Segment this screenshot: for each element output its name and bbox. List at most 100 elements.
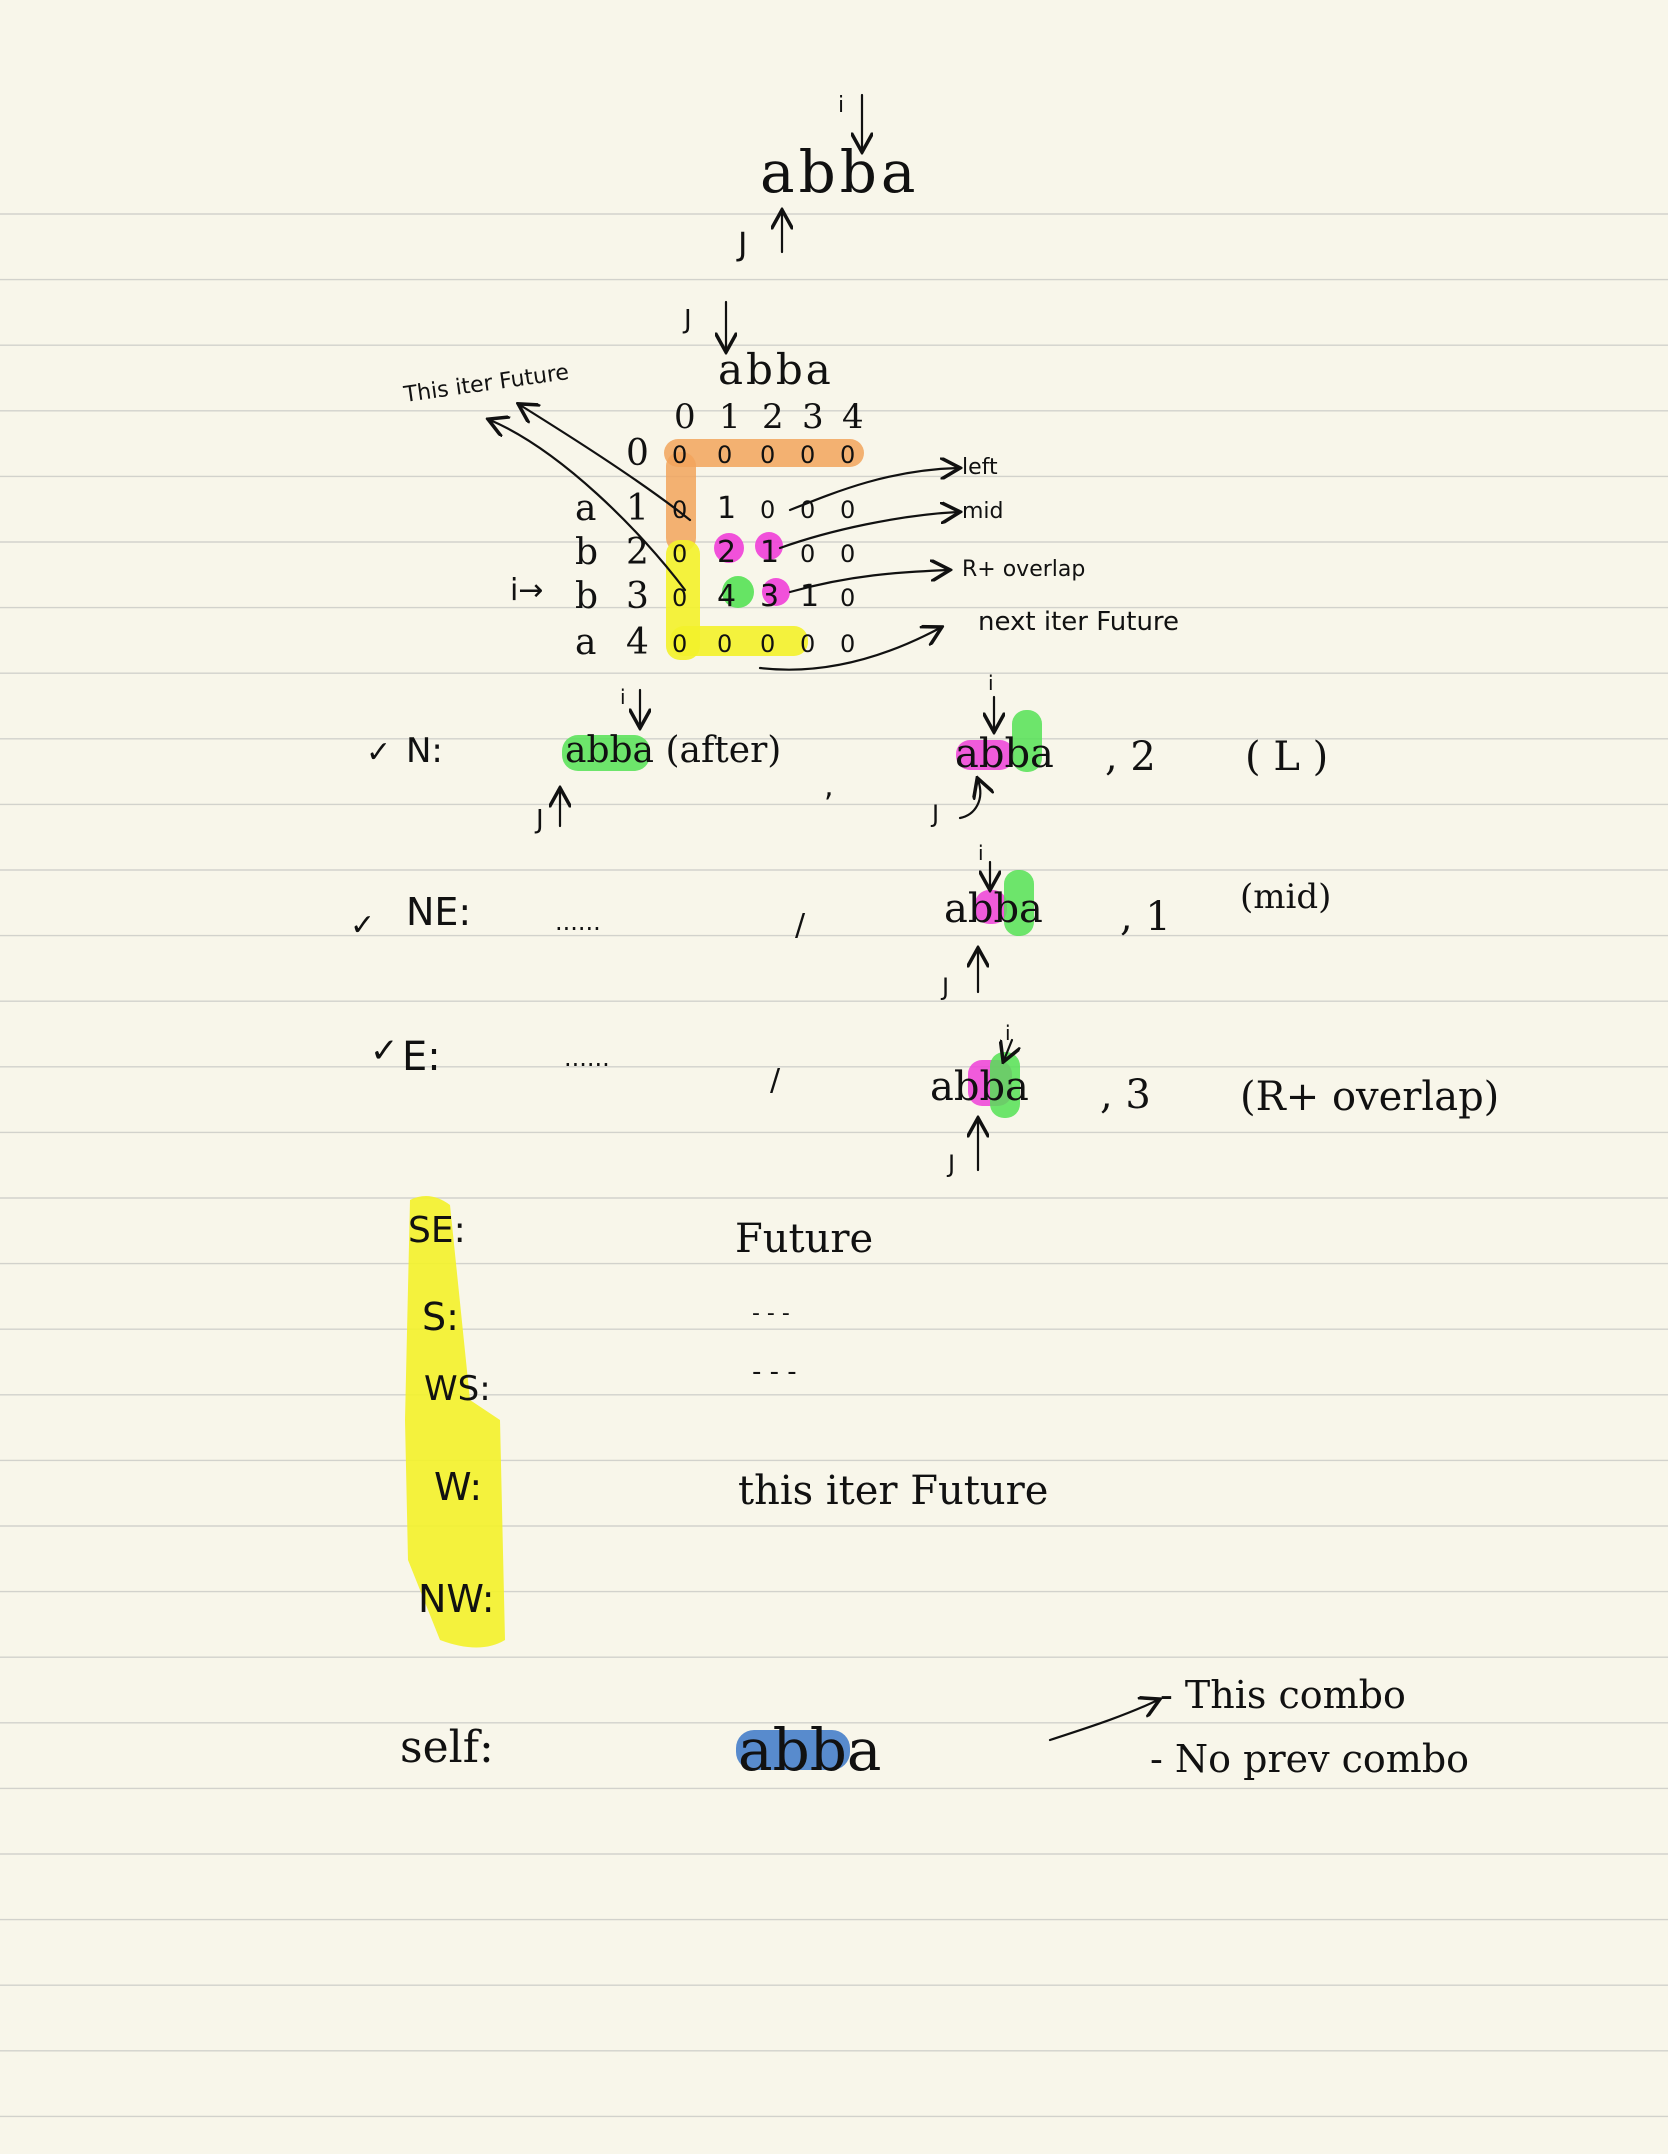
highlights bbox=[405, 439, 1042, 1770]
pink-dot-1 bbox=[755, 532, 783, 560]
svg-text:J: J bbox=[940, 973, 949, 1001]
svg-text:J: J bbox=[930, 800, 939, 828]
direction-E-expr: ...... bbox=[564, 1044, 610, 1072]
direction-NE-value: , 1 bbox=[1120, 894, 1171, 940]
annot-mid: mid bbox=[962, 499, 1004, 524]
table-cell: 0 bbox=[672, 441, 687, 469]
table-cell: 0 bbox=[672, 584, 687, 612]
direction-rows: ✓ N: abba (after) i J , abba i J , 2 ( L… bbox=[350, 671, 1499, 1178]
table-cell: 0 bbox=[800, 630, 815, 658]
table-cell: 0 bbox=[840, 496, 855, 524]
dir-NW-label: NW: bbox=[418, 1577, 495, 1621]
direction-NE-label: NE: bbox=[406, 890, 471, 934]
col-index: 1 bbox=[719, 397, 741, 437]
future-directions: SE: Future S: - - - WS: - - - W: this it… bbox=[408, 1210, 1048, 1621]
table-cells: 0 0 0 0 00 1 0 0 00 2 1 0 00 4 3 1 00 0 0 0 0 bbox=[672, 441, 855, 658]
direction-N: ✓ N: abba (after) i J , abba i J , 2 ( L… bbox=[366, 671, 1328, 835]
dir-S-value: - - - bbox=[752, 1301, 790, 1326]
i-arrow-label: i→ bbox=[510, 573, 543, 608]
row-letter: b bbox=[575, 576, 598, 617]
yellow-highlight-row bbox=[670, 626, 808, 656]
direction-E: ✓ E: ...... / i abba J , 3 (R+ overlap) bbox=[370, 1021, 1499, 1178]
orange-highlight-row bbox=[664, 439, 864, 467]
annot-this-iter: This iter Future bbox=[401, 360, 570, 408]
annot-rt-overlap: R+ overlap bbox=[962, 557, 1085, 582]
direction-N-expr: abba (after) bbox=[565, 730, 781, 771]
dir-WS-value: - - - bbox=[752, 1357, 797, 1387]
svg-text:i: i bbox=[620, 685, 626, 709]
self-row: self: abba - This combo - No prev combo bbox=[400, 1673, 1469, 1784]
table-cell: 1 bbox=[717, 491, 736, 526]
table-cell: 0 bbox=[717, 441, 732, 469]
table-cell: 0 bbox=[760, 496, 775, 524]
table-cell: 0 bbox=[672, 540, 687, 568]
orange-highlight-col bbox=[666, 452, 696, 552]
svg-text:i: i bbox=[978, 841, 984, 865]
top-word: abba bbox=[760, 138, 919, 206]
green-highlight-b-N bbox=[1012, 710, 1042, 772]
row-letter: a bbox=[575, 488, 596, 529]
direction-N-label: N: bbox=[406, 731, 443, 771]
svg-text:J: J bbox=[946, 1150, 955, 1178]
dir-SE-label: SE: bbox=[408, 1210, 466, 1251]
direction-E-note: (R+ overlap) bbox=[1240, 1074, 1499, 1120]
dir-W-value: this iter Future bbox=[738, 1468, 1048, 1514]
svg-text:/: / bbox=[770, 1063, 781, 1098]
col-index: 4 bbox=[842, 397, 864, 437]
table-cell: 0 bbox=[840, 540, 855, 568]
row-index: 3 bbox=[626, 576, 649, 617]
self-note-2: - No prev combo bbox=[1150, 1737, 1469, 1781]
dir-S-label: S: bbox=[422, 1295, 459, 1339]
pink-dot-2 bbox=[714, 533, 744, 563]
self-note-1: - This combo bbox=[1160, 1673, 1406, 1717]
yellow-highlight-directions bbox=[405, 1196, 505, 1648]
self-word: abba bbox=[738, 1716, 881, 1784]
svg-text:J: J bbox=[534, 805, 544, 835]
svg-text:✓: ✓ bbox=[366, 735, 391, 770]
svg-text:,: , bbox=[824, 769, 834, 804]
green-dot-4 bbox=[722, 576, 754, 608]
direction-NE-expr: ...... bbox=[555, 908, 601, 936]
table-cell: 0 bbox=[840, 630, 855, 658]
svg-text:✓: ✓ bbox=[370, 1031, 399, 1071]
blue-highlight-self bbox=[736, 1730, 850, 1770]
table-cell: 0 bbox=[800, 540, 815, 568]
direction-N-value: , 2 bbox=[1105, 734, 1156, 780]
table-cell: 1 bbox=[760, 535, 779, 570]
row-index: 2 bbox=[626, 532, 649, 573]
row-index: 4 bbox=[626, 622, 649, 663]
annot-next-iter: next iter Future bbox=[978, 607, 1179, 637]
row-index: 1 bbox=[626, 488, 649, 529]
col-index: 3 bbox=[802, 397, 824, 437]
pink-highlight-ab-N bbox=[956, 740, 1014, 770]
col-index: 2 bbox=[762, 397, 784, 437]
table-cell: 0 bbox=[800, 441, 815, 469]
table-j-label: J bbox=[682, 305, 692, 335]
direction-E-label: E: bbox=[402, 1034, 441, 1080]
dir-SE-value: Future bbox=[735, 1216, 873, 1262]
table-cell: 0 bbox=[760, 630, 775, 658]
table-cell: 0 bbox=[840, 584, 855, 612]
green-highlight-abb bbox=[562, 735, 650, 771]
top-i-label: i bbox=[838, 93, 844, 118]
direction-E-word: abba bbox=[930, 1064, 1029, 1110]
direction-NE: ✓ NE: ...... / i abba J , 1 (mid) bbox=[350, 841, 1331, 1001]
row-letter: b bbox=[575, 532, 598, 573]
row-letter: a bbox=[575, 622, 596, 663]
row-index: 0 bbox=[626, 433, 649, 474]
table-cell: 4 bbox=[717, 579, 736, 614]
table-header-word: abba bbox=[718, 345, 834, 394]
direction-NE-word: abba bbox=[944, 886, 1043, 932]
annot-left: left bbox=[962, 455, 998, 480]
table-cell: 0 bbox=[840, 441, 855, 469]
table-cell: 0 bbox=[672, 496, 687, 524]
pink-dot-3 bbox=[762, 578, 790, 606]
row-labels: 0a 1b 2b 3a 4 bbox=[575, 433, 649, 663]
top-j-label: J bbox=[736, 225, 747, 263]
top-abba: i abba J bbox=[736, 93, 919, 263]
table-cell: 2 bbox=[717, 535, 736, 570]
